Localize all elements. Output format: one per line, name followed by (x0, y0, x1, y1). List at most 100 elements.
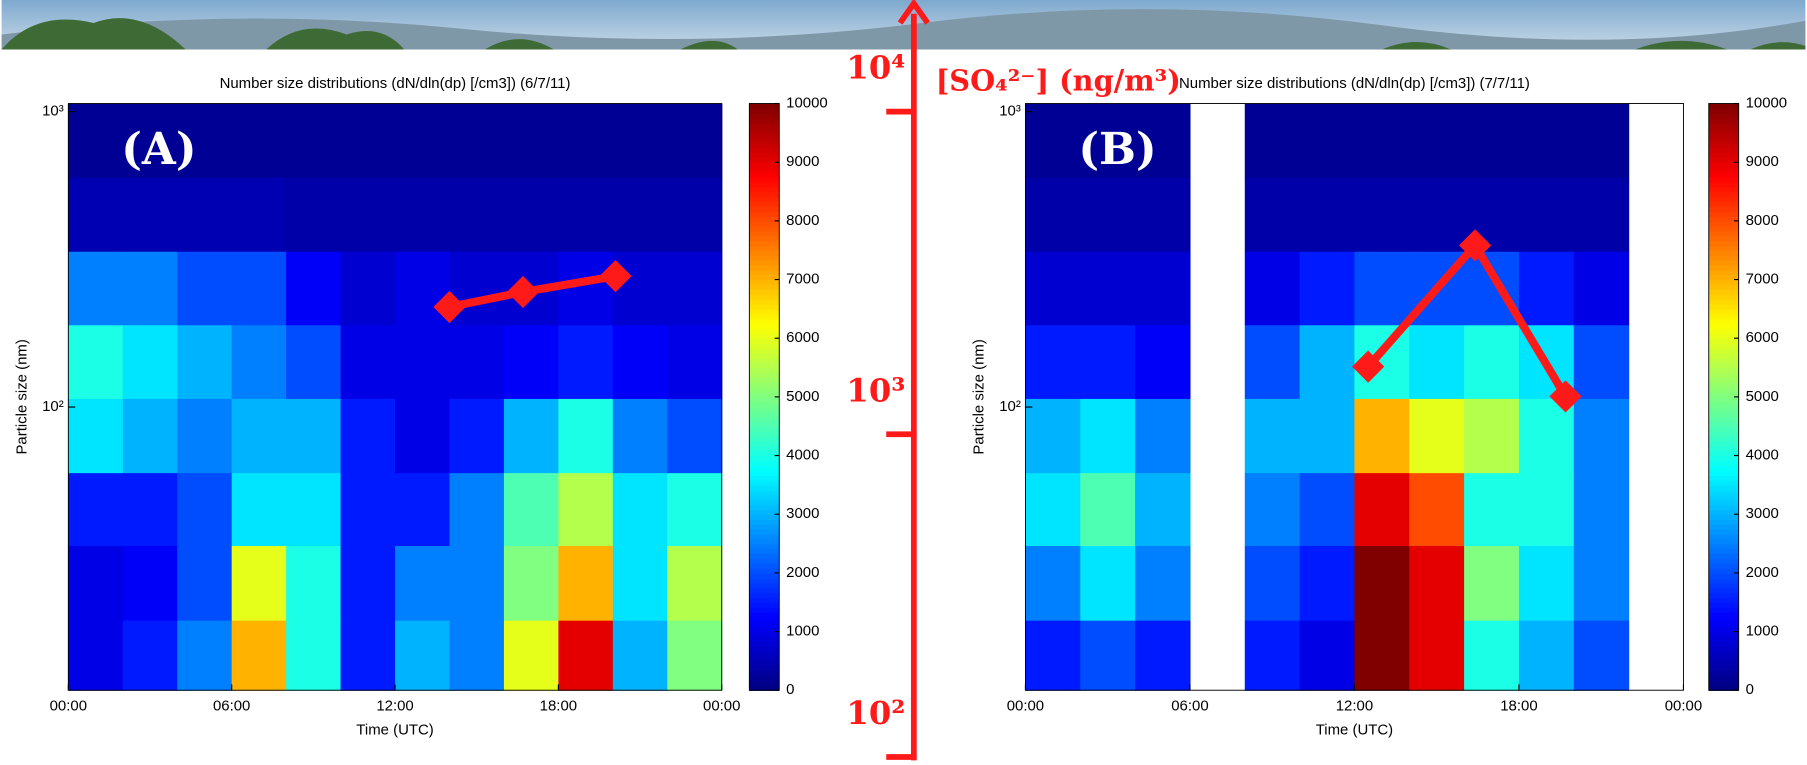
colorbar-swatch (749, 377, 780, 383)
heatmap-cell (231, 177, 287, 252)
heatmap-cell (1409, 398, 1465, 474)
heatmap-cell (503, 472, 559, 547)
colorbar-swatch (749, 171, 780, 178)
colorbar-swatch (1708, 294, 1739, 300)
colorbar-swatch (1708, 641, 1739, 647)
colorbar-swatch (1708, 656, 1739, 662)
colorbar-tick-label: 0 (1746, 681, 1754, 698)
colorbar-swatch (1708, 450, 1739, 457)
heatmap-cell (1244, 472, 1301, 547)
colorbar-swatch (749, 152, 780, 159)
heatmap-cell (286, 177, 342, 252)
colorbar-swatch (749, 162, 780, 168)
colorbar-swatch (749, 245, 780, 251)
heatmap-cell (340, 251, 396, 326)
colorbar-swatch (749, 621, 780, 628)
colorbar-swatch (749, 299, 780, 305)
heatmap-cell (503, 620, 559, 691)
x-axis-label: Time (UTC) (1316, 721, 1393, 738)
colorbar-swatch (749, 181, 780, 188)
panel-label: (A) (121, 124, 196, 175)
heatmap-cell (1299, 620, 1356, 691)
colorbar-swatch (1708, 504, 1739, 511)
colorbar-swatch (749, 465, 780, 471)
heatmap-cell (231, 545, 287, 621)
colorbar-swatch (1708, 235, 1739, 242)
heatmap-cell (1080, 103, 1136, 178)
colorbar-swatch (749, 137, 780, 144)
colorbar-tick-label: 6000 (786, 329, 819, 346)
heatmap-cell (667, 177, 723, 252)
colorbar-swatch (749, 519, 780, 525)
heatmap-cell (286, 398, 342, 474)
colorbar-swatch (1708, 509, 1739, 515)
heatmap-cell (395, 177, 451, 252)
heatmap-cell (1244, 545, 1301, 621)
heatmap-cell (612, 545, 668, 621)
heatmap-cell (503, 545, 559, 621)
colorbar-swatch (1708, 563, 1739, 569)
colorbar-swatch (749, 509, 780, 515)
colorbar-swatch (1708, 284, 1739, 291)
heatmap-cell (1573, 398, 1630, 474)
colorbar-swatch (749, 431, 780, 437)
colorbar-swatch (749, 656, 780, 662)
heatmap-cell (122, 620, 178, 691)
colorbar-swatch (1708, 113, 1739, 119)
colorbar-swatch (1708, 592, 1739, 599)
colorbar-swatch (1708, 401, 1739, 408)
heatmap-cell (1080, 472, 1136, 547)
colorbar-swatch (1708, 215, 1739, 222)
colorbar-tick-label: 8000 (786, 212, 819, 229)
y-tick-label: 10³ (999, 103, 1021, 120)
colorbar-tick-label: 4000 (1746, 447, 1779, 464)
colorbar-swatch (749, 352, 780, 359)
colorbar-swatch (749, 347, 780, 354)
heatmap-cell (286, 472, 342, 547)
colorbar-swatch (1708, 636, 1739, 643)
colorbar-swatch (749, 269, 780, 276)
colorbar-swatch (749, 616, 780, 623)
heatmap-cell (612, 324, 668, 399)
heatmap-cell (1409, 324, 1465, 399)
colorbar-swatch (1708, 387, 1739, 393)
colorbar-swatch (749, 220, 780, 227)
colorbar-swatch (1708, 318, 1739, 325)
colorbar-swatch (1708, 211, 1739, 217)
heatmap-cell (68, 103, 124, 178)
colorbar-swatch (1708, 108, 1739, 115)
heatmap-cell (177, 103, 233, 178)
colorbar-swatch (749, 196, 780, 203)
colorbar-swatch (749, 191, 780, 198)
colorbar-swatch (1708, 181, 1739, 188)
x-tick-label: 00:00 (703, 697, 740, 714)
colorbar-swatch (1708, 357, 1739, 364)
colorbar-swatch (749, 567, 780, 574)
heatmap-cell (449, 324, 505, 399)
colorbar-swatch (749, 592, 780, 599)
colorbar-swatch (749, 484, 780, 491)
colorbar-swatch (749, 206, 780, 212)
colorbar-swatch (749, 631, 780, 638)
colorbar-swatch (1708, 431, 1739, 437)
heatmap-cell (449, 398, 505, 474)
colorbar-swatch (1708, 548, 1739, 555)
heatmap-cell (612, 620, 668, 691)
heatmap-cell (1299, 545, 1356, 621)
colorbar-swatch (1708, 308, 1739, 315)
colorbar-swatch (749, 406, 780, 413)
colorbar-tick-label: 7000 (1746, 270, 1779, 287)
colorbar-swatch (1708, 362, 1739, 369)
colorbar-tick-label: 10000 (1746, 94, 1788, 111)
colorbar-swatch (749, 284, 780, 291)
sulfate-marker (1352, 350, 1385, 383)
heatmap-cell (449, 177, 505, 252)
heatmap-cell (1244, 324, 1301, 399)
colorbar-swatch (749, 323, 780, 330)
colorbar-swatch (749, 411, 780, 418)
heatmap-cell (286, 545, 342, 621)
colorbar-swatch (749, 289, 780, 295)
heatmap-cell (1135, 324, 1191, 399)
colorbar-swatch (1708, 171, 1739, 178)
colorbar-swatch (749, 318, 780, 325)
